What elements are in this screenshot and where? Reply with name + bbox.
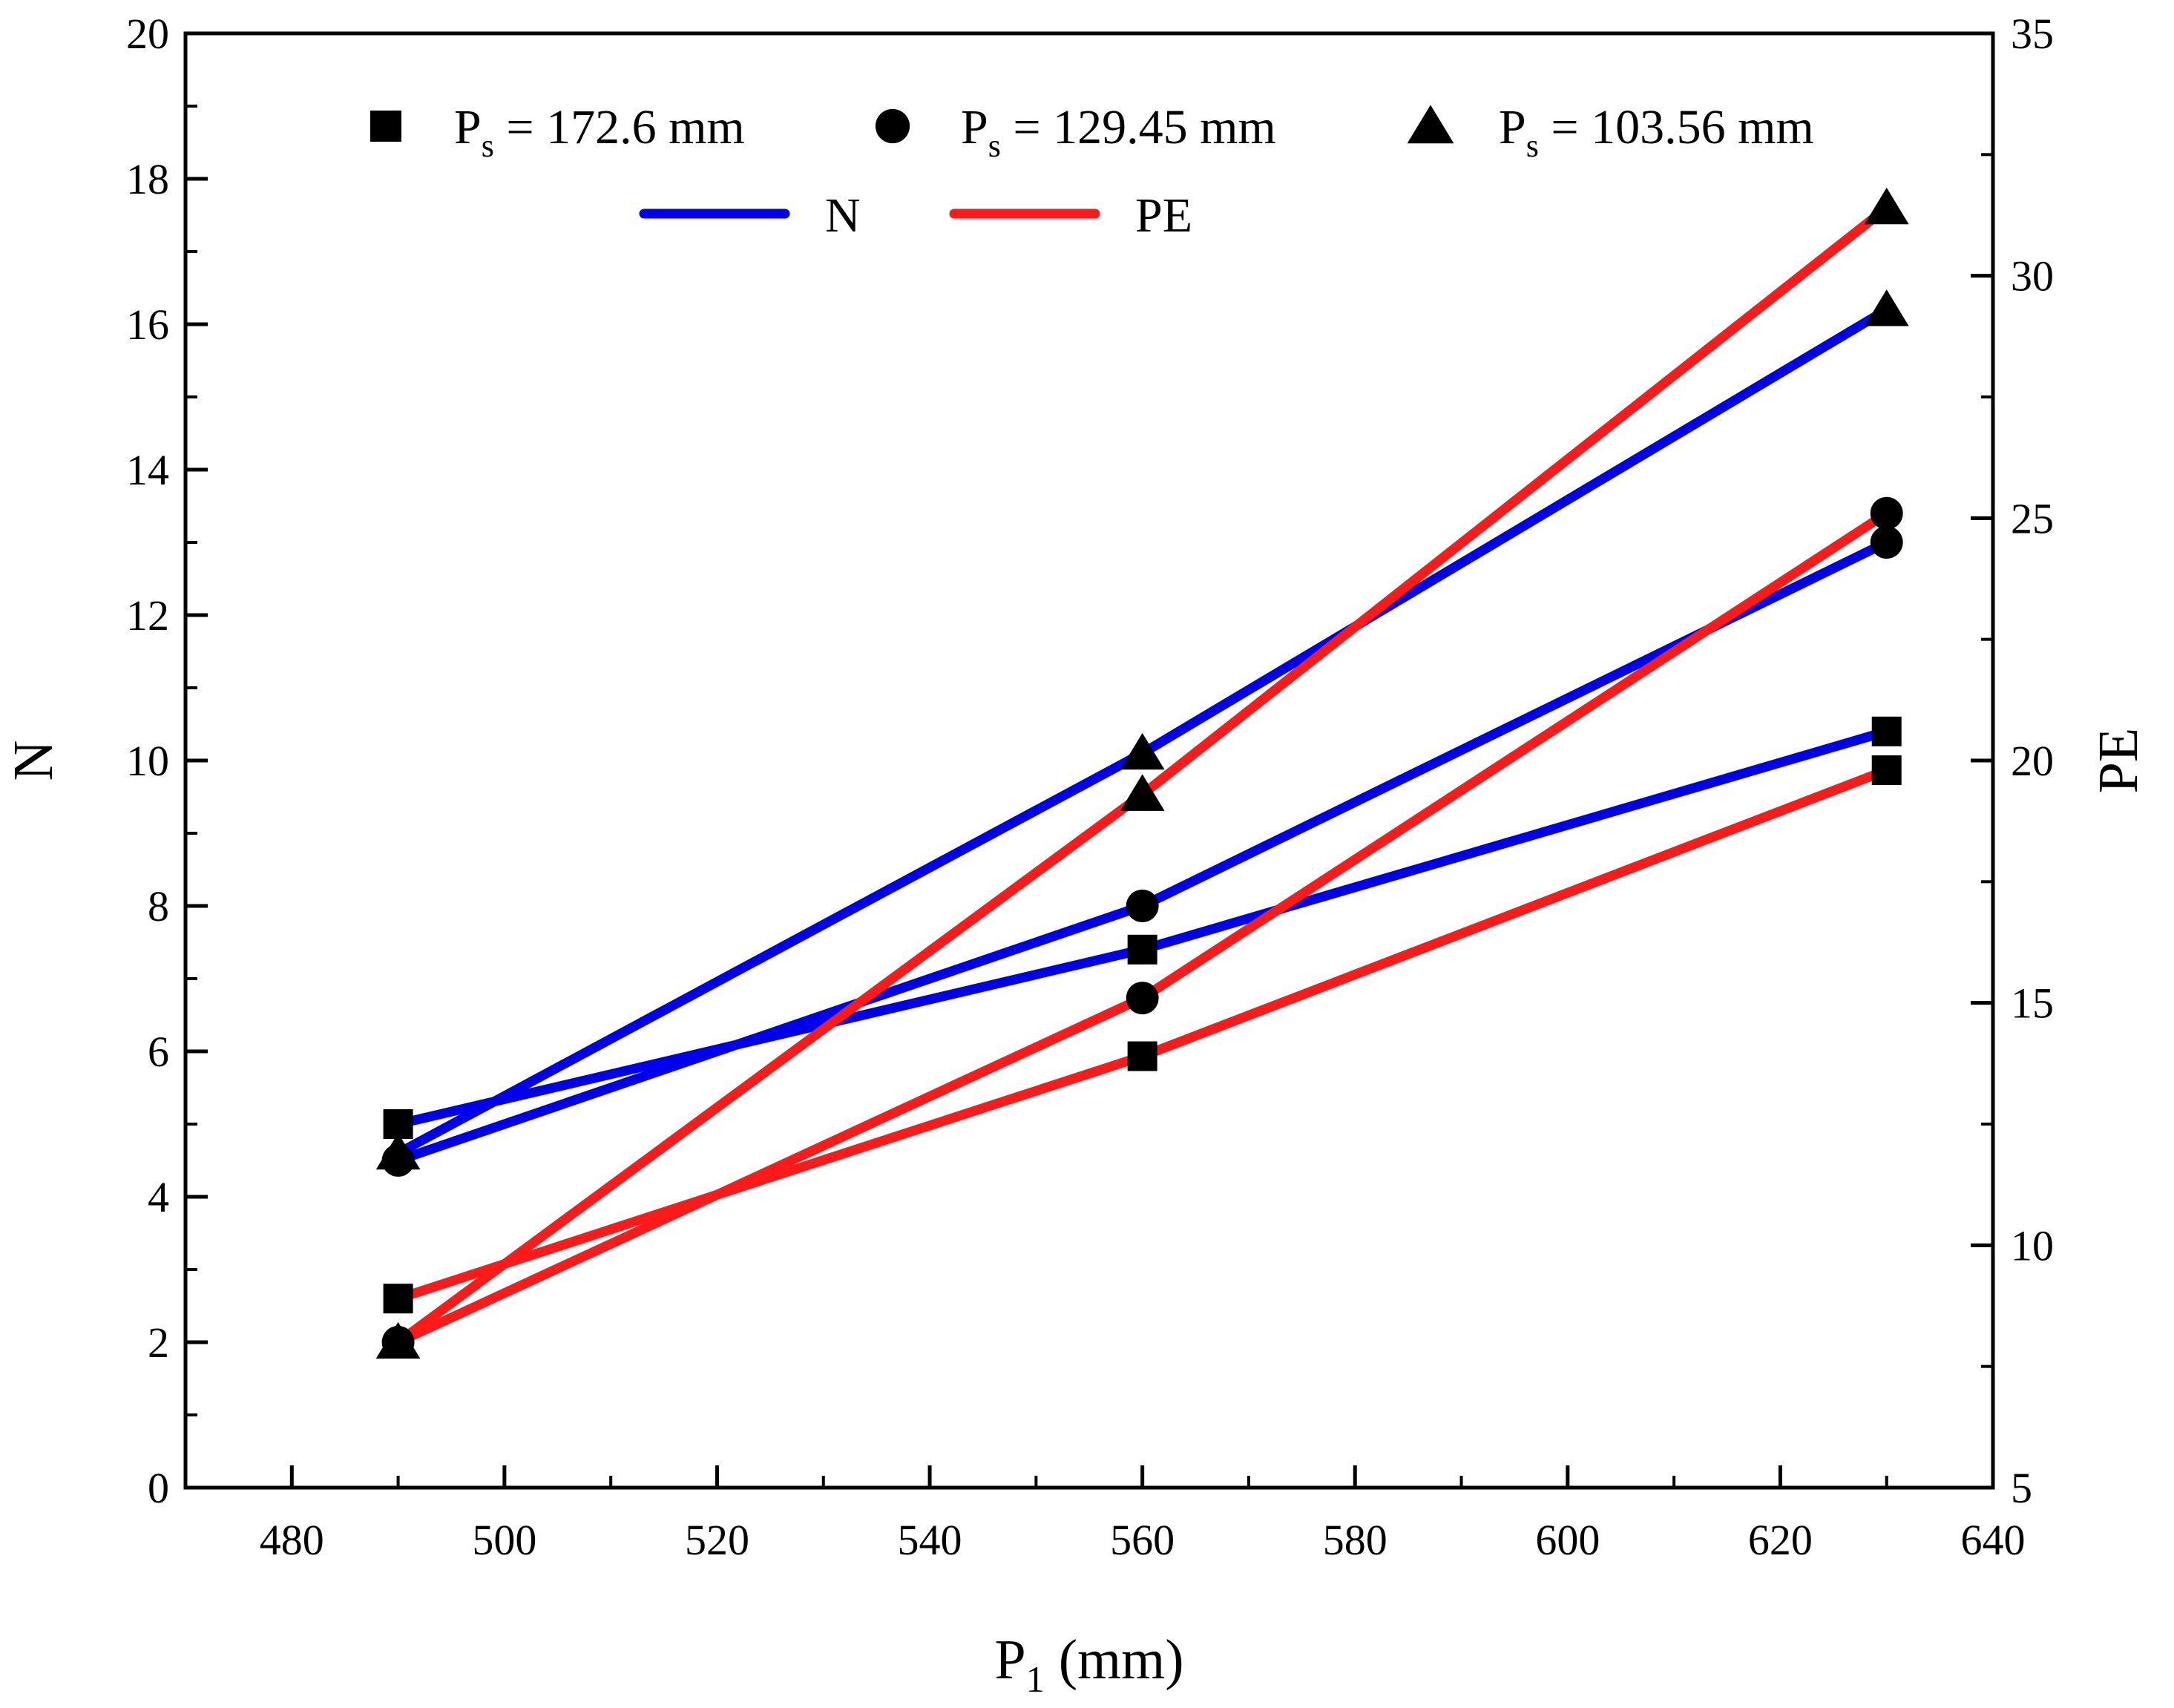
y-left-tick-label: 2: [148, 1318, 169, 1367]
y-left-tick-label: 18: [126, 155, 169, 203]
x-tick-label: 600: [1535, 1516, 1600, 1564]
y-right-axis-title: PE: [2087, 728, 2150, 794]
marker-square-pe-560: [1127, 1041, 1157, 1071]
y-right-tick-label: 35: [2011, 10, 2054, 58]
legend-label-square: Ps = 172.6 mm: [454, 100, 745, 164]
legend-label-circle: Ps = 129.45 mm: [961, 100, 1276, 164]
y-left-tick-label: 10: [126, 737, 169, 785]
legend-marker-circle: [875, 108, 910, 144]
y-left-tick-label: 0: [148, 1464, 169, 1512]
x-tick-label: 560: [1110, 1516, 1175, 1564]
axes: 480 500 520 540 560 580 600 620 6400246810121416…: [2, 10, 2150, 1700]
plot-frame: [183, 31, 1995, 1490]
legend: Ps = 172.6 mm Ps = 129.45 mm Ps = 103.56 m…: [370, 100, 1814, 243]
marker-circle-pe-630: [1870, 496, 1903, 530]
x-tick-label: 640: [1961, 1516, 2026, 1564]
y-left-axis-title: N: [2, 740, 65, 781]
marker-triangle-pe-490: [375, 1321, 421, 1359]
y-right-tick-label: 25: [2011, 494, 2054, 542]
x-tick-label: 540: [898, 1516, 962, 1564]
marker-square-n-560: [1127, 934, 1157, 965]
line-pe-circle: [393, 508, 1892, 1347]
marker-triangle-n-560: [1120, 732, 1165, 770]
legend-line-label-n: N: [825, 188, 861, 243]
y-left-tick-label: 14: [126, 446, 169, 494]
x-axis-title: P1 (mm): [994, 1629, 1183, 1700]
x-tick-label: 480: [260, 1516, 324, 1564]
legend-line-label-pe: PE: [1135, 188, 1192, 243]
y-left-tick-label: 6: [148, 1028, 169, 1076]
legend-marker-square: [370, 111, 401, 142]
legend-label-triangle: Ps = 103.56 mm: [1499, 100, 1814, 164]
legend-marker-triangle: [1407, 105, 1454, 144]
y-left-tick-label: 4: [148, 1173, 169, 1221]
y-right-tick-label: 5: [2011, 1464, 2032, 1512]
marker-square-pe-490: [383, 1284, 413, 1314]
line-n-triangle: [393, 304, 1892, 1158]
marker-circle-n-560: [1126, 890, 1159, 922]
marker-triangle-n-490: [375, 1132, 421, 1170]
y-left-tick-label: 8: [148, 882, 169, 930]
marker-square-pe-630: [1871, 755, 1902, 786]
y-right-tick-label: 15: [2011, 979, 2054, 1028]
marker-square-n-630: [1871, 716, 1902, 746]
series-markers: [375, 187, 1909, 1359]
y-left-tick-label: 20: [126, 10, 169, 58]
marker-triangle-pe-630: [1864, 187, 1909, 225]
y-right-tick-label: 20: [2011, 737, 2054, 785]
marker-circle-n-630: [1870, 526, 1903, 559]
y-left-tick-label: 16: [126, 300, 169, 349]
marker-triangle-n-630: [1864, 289, 1909, 326]
marker-circle-pe-560: [1126, 982, 1159, 1015]
y-right-tick-label: 30: [2011, 252, 2054, 300]
y-right-tick-label: 10: [2011, 1221, 2054, 1269]
x-tick-label: 580: [1323, 1516, 1388, 1564]
marker-triangle-pe-560: [1120, 774, 1165, 811]
x-tick-label: 520: [685, 1516, 749, 1564]
x-tick-label: 500: [472, 1516, 536, 1564]
x-tick-label: 620: [1748, 1516, 1813, 1564]
y-left-tick-label: 12: [126, 591, 169, 640]
